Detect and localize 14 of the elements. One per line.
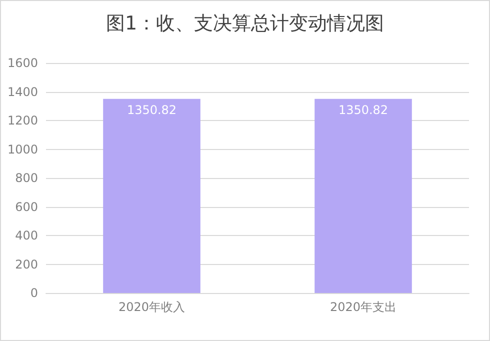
y-tick-label: 0 <box>30 286 38 300</box>
chart-title: 图1：收、支决算总计变动情况图 <box>106 12 384 34</box>
data-label: 1350.82 <box>338 102 388 117</box>
y-tick-label: 1000 <box>7 142 38 156</box>
y-tick-label: 200 <box>15 257 38 272</box>
y-tick-label: 800 <box>15 171 38 185</box>
y-tick-label: 1200 <box>7 114 38 128</box>
data-label: 1350.82 <box>126 102 177 117</box>
y-tick-label: 600 <box>15 200 38 214</box>
y-tick-label: 1400 <box>7 84 38 99</box>
y-tick-label: 1600 <box>7 56 38 70</box>
y-tick-label: 400 <box>15 228 38 242</box>
x-tick-label: 2020年支出 <box>330 300 397 314</box>
x-tick-label: 2020年收入 <box>118 300 186 314</box>
